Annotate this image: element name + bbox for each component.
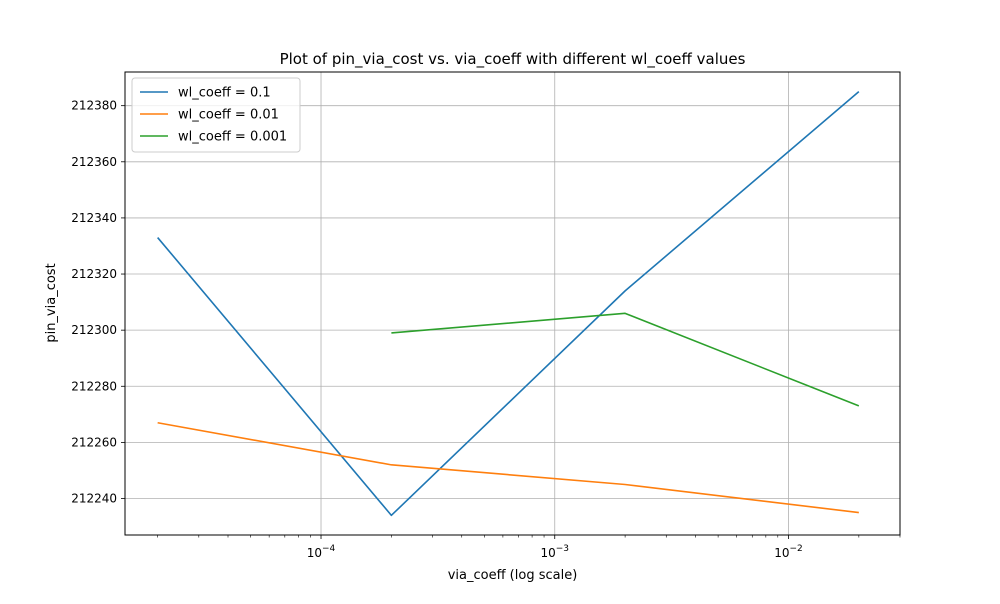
- y-tick-label: 212300: [71, 323, 117, 337]
- plot-frame: [124, 71, 901, 536]
- x-tick-label: 10−3: [540, 544, 569, 560]
- y-tick-label: 212360: [71, 155, 117, 169]
- chart-title: Plot of pin_via_cost vs. via_coeff with …: [280, 50, 746, 69]
- legend: wl_coeff = 0.1 wl_coeff = 0.01 wl_coeff = …: [131, 77, 301, 153]
- y-axis-ticks: 212240 212260 212280 212300 212320 212340 2123…: [71, 99, 125, 506]
- x-tick-label: 10−2: [774, 544, 803, 560]
- y-tick-label: 212320: [71, 267, 117, 281]
- grid-lines: [125, 72, 900, 535]
- series-lines: [157, 91, 860, 517]
- legend-label: wl_coeff = 0.001: [178, 130, 287, 145]
- y-tick-label: 212380: [71, 99, 117, 113]
- x-tick-label: 10−4: [307, 544, 336, 560]
- y-tick-label: 212240: [71, 492, 117, 506]
- legend-box: [131, 77, 301, 153]
- series-line-3: [391, 312, 860, 407]
- y-tick-label: 212340: [71, 211, 117, 225]
- series-line-2: [157, 421, 859, 514]
- y-tick-label: 212260: [71, 435, 117, 449]
- legend-label: wl_coeff = 0.01: [178, 108, 279, 123]
- legend-label: wl_coeff = 0.1: [178, 86, 271, 101]
- series-line-1: [157, 91, 860, 517]
- y-axis-label: pin_via_cost: [44, 263, 59, 342]
- x-axis-ticks: 10−4 10−3 10−2: [307, 535, 803, 560]
- x-axis-label: via_coeff (log scale): [448, 568, 578, 583]
- y-tick-label: 212280: [71, 379, 117, 393]
